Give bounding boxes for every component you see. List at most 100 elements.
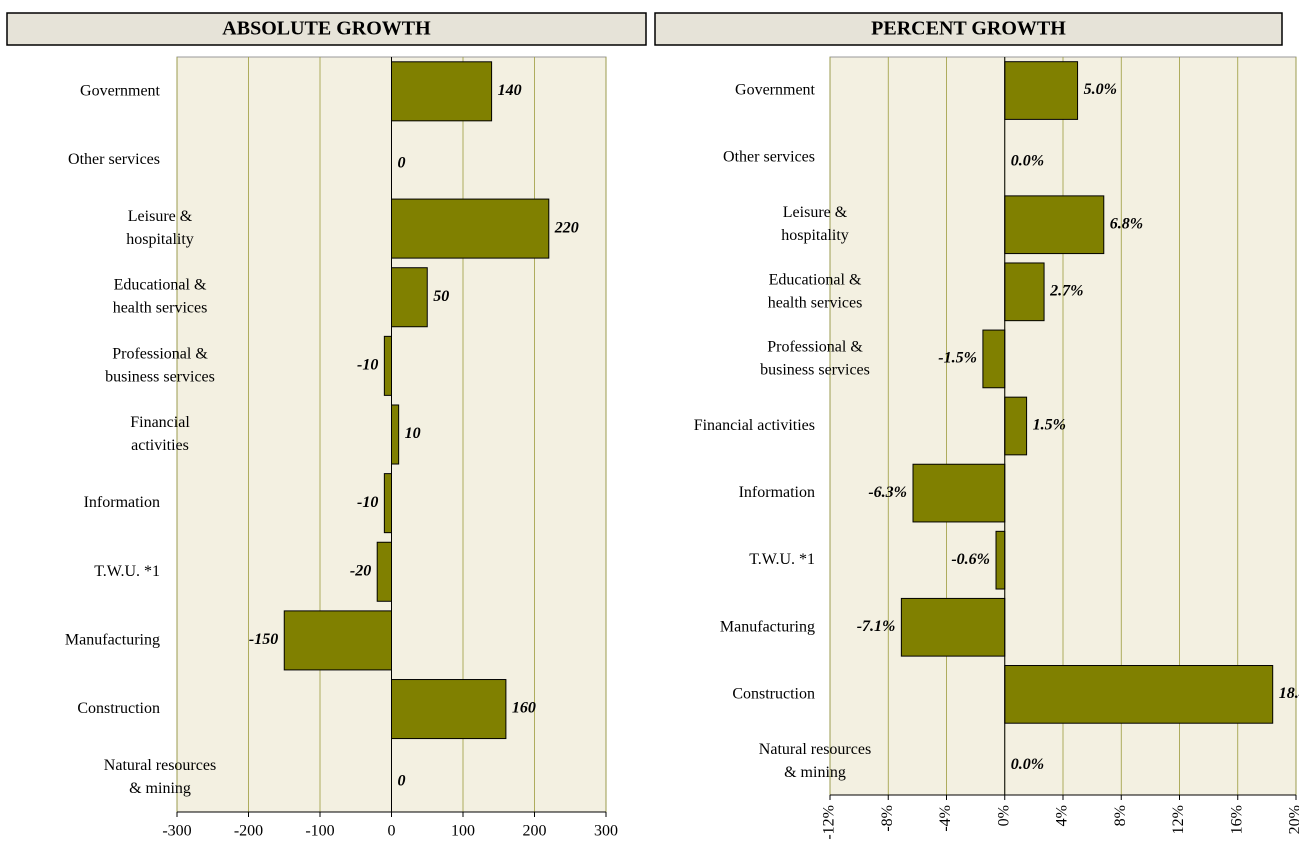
y-tick-label: Professional & business services xyxy=(760,338,870,378)
bar xyxy=(912,463,1006,523)
y-tick-label-line: Educational & xyxy=(769,271,862,288)
data-label: 0 xyxy=(398,155,406,172)
x-tick-label: -8% xyxy=(879,805,896,832)
panel-header xyxy=(654,12,1283,46)
data-label: 5.0% xyxy=(1084,81,1117,98)
bar xyxy=(391,198,550,259)
y-tick-label-line: Information xyxy=(84,494,160,511)
y-tick-label-line: Professional & xyxy=(767,338,863,355)
y-tick-label-line: health services xyxy=(768,294,863,311)
y-tick-label-line: Manufacturing xyxy=(720,618,815,635)
y-tick-label-line: Natural resources xyxy=(759,741,871,758)
y-tick-label: Professional & business services xyxy=(105,345,215,385)
bar xyxy=(383,335,393,396)
y-tick-label-line: Educational & xyxy=(114,276,207,293)
x-tick-label: 12% xyxy=(1170,805,1187,834)
data-label: 10 xyxy=(405,425,421,442)
y-tick-label: Leisure & hospitality xyxy=(126,208,194,248)
y-tick-label: Financial activities xyxy=(130,414,190,454)
y-tick-label: Educational & health services xyxy=(768,271,863,311)
y-tick-label-line: activities xyxy=(131,437,189,454)
data-label: 6.8% xyxy=(1110,215,1143,232)
bar xyxy=(1004,665,1274,724)
x-tick-label: -300 xyxy=(162,823,191,840)
data-label: 140 xyxy=(498,82,522,99)
y-tick-label-line: Financial xyxy=(130,414,190,431)
data-label: 1.5% xyxy=(1033,417,1066,434)
y-tick-label-line: Other services xyxy=(723,148,815,165)
y-tick-label-line: & mining xyxy=(129,780,191,797)
y-tick-label-line: Manufacturing xyxy=(65,631,160,648)
y-tick-label: Financial activities xyxy=(694,417,815,434)
data-label: 18.4% xyxy=(1279,685,1299,702)
y-tick-label: T.W.U. *1 xyxy=(94,562,160,579)
data-label: 160 xyxy=(512,700,536,717)
y-tick-label: Educational & health services xyxy=(113,276,208,316)
x-tick-label: 100 xyxy=(451,823,475,840)
y-tick-label-line: business services xyxy=(760,361,870,378)
y-tick-label: Construction xyxy=(732,685,815,702)
y-tick-label-line: hospitality xyxy=(126,231,194,248)
y-tick-label: Manufacturing xyxy=(720,618,815,635)
data-label: 2.7% xyxy=(1049,282,1083,299)
y-tick-label: Natural resources & mining xyxy=(759,741,871,781)
x-tick-label: 300 xyxy=(594,823,618,840)
y-tick-label-line: Information xyxy=(739,484,815,501)
y-tick-label-line: Leisure & xyxy=(783,204,848,221)
y-tick-label-line: Professional & xyxy=(112,345,208,362)
panel-header xyxy=(6,12,647,46)
panel-title: PERCENT GROWTH xyxy=(871,18,1066,40)
y-tick-label: Natural resources & mining xyxy=(104,757,216,797)
x-tick-label: 8% xyxy=(1112,805,1129,826)
x-tick-label: -4% xyxy=(937,805,954,832)
x-tick-label: 4% xyxy=(1054,805,1071,826)
x-tick-label: 0% xyxy=(995,805,1012,826)
bar xyxy=(383,473,393,534)
x-tick-label: 20% xyxy=(1287,805,1299,834)
x-tick-label: 16% xyxy=(1228,805,1245,834)
x-tick-label: -12% xyxy=(821,805,838,840)
y-tick-label-line: T.W.U. *1 xyxy=(749,551,815,568)
data-label: -6.3% xyxy=(868,484,907,501)
bar xyxy=(391,404,400,465)
y-tick-label-line: Government xyxy=(80,82,161,99)
data-label: -10 xyxy=(357,357,378,374)
data-label: 50 xyxy=(433,288,449,305)
data-label: -1.5% xyxy=(938,350,977,367)
y-tick-label: Other services xyxy=(723,148,815,165)
y-tick-label-line: health services xyxy=(113,299,208,316)
bar xyxy=(982,329,1006,389)
y-tick-label: Information xyxy=(739,484,815,501)
y-tick-label-line: business services xyxy=(105,368,215,385)
y-tick-label-line: Government xyxy=(735,81,816,98)
bar xyxy=(995,530,1006,590)
data-label: -10 xyxy=(357,494,378,511)
data-label: -20 xyxy=(350,562,371,579)
data-label: -150 xyxy=(249,631,278,648)
y-tick-label-line: hospitality xyxy=(781,227,849,244)
bar xyxy=(283,610,392,671)
y-tick-label: T.W.U. *1 xyxy=(749,551,815,568)
y-tick-label-line: Leisure & xyxy=(128,208,193,225)
data-label: -7.1% xyxy=(857,618,896,635)
y-tick-label-line: Construction xyxy=(732,685,815,702)
y-tick-label-line: Natural resources xyxy=(104,757,216,774)
panel-title: ABSOLUTE GROWTH xyxy=(222,18,431,40)
y-tick-label: Construction xyxy=(77,700,160,717)
y-tick-label-line: Financial activities xyxy=(694,417,815,434)
x-tick-label: -100 xyxy=(305,823,334,840)
data-label: 0.0% xyxy=(1011,756,1044,773)
data-label: -0.6% xyxy=(951,551,990,568)
y-tick-label: Other services xyxy=(68,151,160,168)
bar xyxy=(391,267,428,328)
bar xyxy=(1004,262,1045,322)
y-tick-label-line: & mining xyxy=(784,764,846,781)
y-tick-label: Leisure & hospitality xyxy=(781,204,849,244)
bar xyxy=(1004,396,1028,456)
x-tick-label: 0 xyxy=(388,823,396,840)
bar xyxy=(391,679,507,740)
data-label: 220 xyxy=(554,219,579,236)
y-tick-label-line: T.W.U. *1 xyxy=(94,562,160,579)
